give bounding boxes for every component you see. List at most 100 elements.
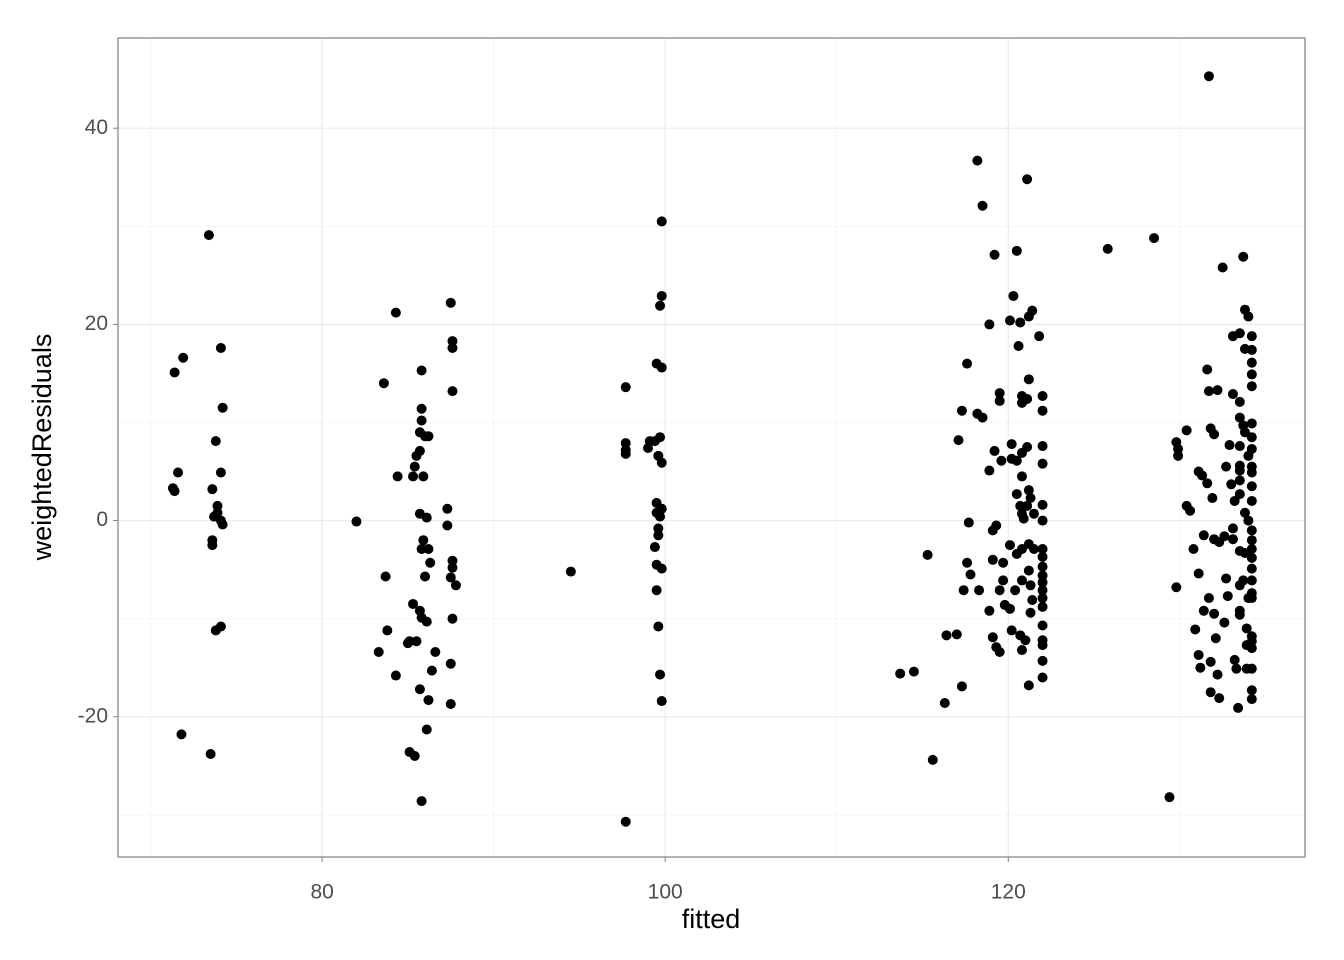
panel [118, 38, 1305, 857]
point [215, 515, 226, 526]
point [418, 535, 429, 546]
point [1037, 601, 1048, 612]
point [1188, 544, 1199, 555]
point [1221, 573, 1232, 584]
point [927, 754, 938, 765]
point [956, 405, 967, 416]
point [1016, 575, 1027, 586]
point [620, 816, 631, 827]
point [447, 336, 458, 347]
point [994, 395, 1005, 406]
point [411, 636, 422, 647]
point [655, 511, 666, 522]
point [1214, 693, 1225, 704]
point [649, 542, 660, 553]
point [1221, 461, 1232, 472]
point [1246, 525, 1257, 536]
point [1246, 643, 1257, 654]
point [989, 249, 1000, 260]
point [1025, 493, 1036, 504]
point [421, 724, 432, 735]
point [442, 520, 453, 531]
point [1171, 582, 1182, 593]
point [1246, 694, 1257, 705]
point [1219, 617, 1230, 628]
point [416, 544, 427, 555]
point [207, 484, 218, 495]
point [1037, 458, 1048, 469]
point [965, 569, 976, 580]
point [1238, 251, 1249, 262]
point [1037, 570, 1048, 581]
point [1037, 441, 1048, 452]
point [1023, 485, 1034, 496]
point [1238, 575, 1249, 586]
point [643, 442, 654, 453]
point [1233, 702, 1244, 713]
point [989, 445, 1000, 456]
point [1243, 515, 1254, 526]
point [962, 358, 973, 369]
point [1028, 508, 1039, 519]
point [1246, 443, 1257, 454]
point [416, 403, 427, 414]
point [1008, 290, 1019, 301]
point [1164, 792, 1175, 803]
point [1246, 495, 1257, 506]
point [1246, 575, 1257, 586]
point [1027, 595, 1038, 606]
point [656, 563, 667, 574]
point [1209, 608, 1220, 619]
point [1246, 563, 1257, 574]
point [922, 549, 933, 560]
point [420, 571, 431, 582]
point [423, 544, 434, 555]
x-tick-label: 120 [991, 881, 1026, 904]
y-axis-title: weightedResiduals [27, 334, 57, 562]
point [1173, 443, 1184, 454]
point [1037, 405, 1048, 416]
point [425, 557, 436, 568]
point [421, 616, 432, 627]
point [1015, 317, 1026, 328]
point [994, 388, 1005, 399]
point [620, 448, 631, 459]
point [1234, 441, 1245, 452]
point [972, 155, 983, 166]
point [1234, 396, 1245, 407]
point [423, 431, 434, 442]
point [1209, 429, 1220, 440]
point [1037, 585, 1048, 596]
point [656, 362, 667, 373]
point [1185, 505, 1196, 516]
point [1234, 475, 1245, 486]
point [1241, 623, 1252, 634]
y-tick-label: 20 [85, 312, 108, 335]
panel-border [117, 37, 1306, 858]
point [656, 457, 667, 468]
point [173, 467, 184, 478]
point [1015, 500, 1026, 511]
point [1023, 311, 1034, 322]
x-tick-label: 80 [310, 881, 333, 904]
point [215, 621, 226, 632]
point [1246, 369, 1257, 380]
point [956, 681, 967, 692]
point [212, 500, 223, 511]
point [1195, 662, 1206, 673]
point [1006, 439, 1017, 450]
point [1217, 262, 1228, 273]
point [1037, 620, 1048, 631]
point [1022, 174, 1033, 185]
point [1037, 499, 1048, 510]
point [1246, 481, 1257, 492]
point [1229, 495, 1240, 506]
point [1190, 624, 1201, 635]
point [1011, 489, 1022, 500]
point [984, 605, 995, 616]
point [1203, 386, 1214, 397]
point [1246, 552, 1257, 563]
point [409, 461, 420, 472]
point [565, 566, 576, 577]
point [1227, 389, 1238, 400]
